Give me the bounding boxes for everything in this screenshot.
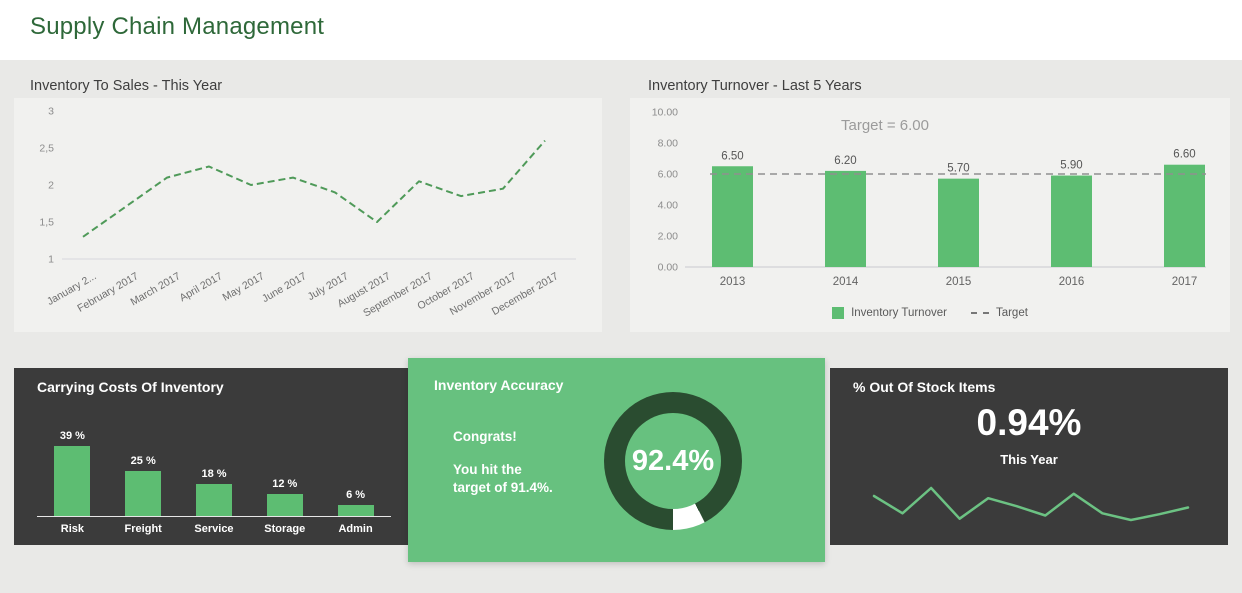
inventory-turnover-card: 10.00 8.00 6.00 4.00 2.00 0.00 6.50 2013 6.20 201… [630, 98, 1230, 332]
cost-category-label: Storage [264, 523, 306, 535]
cost-bar-column: 25 % [108, 455, 179, 516]
carrying-costs-categories: Risk Freight Service Storage Admin [37, 523, 391, 538]
svg-text:0.00: 0.00 [658, 262, 679, 274]
page-title: Supply Chain Management [30, 13, 325, 40]
svg-text:5.90: 5.90 [1060, 160, 1082, 172]
out-of-stock-panel: % Out Of Stock Items 0.94% This Year [830, 368, 1228, 545]
svg-text:2016: 2016 [1059, 276, 1085, 288]
cost-bar-column: 12 % [249, 478, 320, 516]
svg-text:June 2017: June 2017 [260, 270, 309, 305]
svg-text:April 2017: April 2017 [178, 270, 225, 304]
svg-text:2017: 2017 [1172, 276, 1198, 288]
cost-bar-column: 39 % [37, 430, 108, 516]
svg-text:2014: 2014 [833, 276, 859, 288]
svg-text:5.70: 5.70 [947, 163, 969, 175]
inventory-to-sales-title: Inventory To Sales - This Year [30, 78, 223, 94]
cost-category-label: Risk [60, 523, 85, 535]
chart-legend: Inventory Turnover Target [630, 307, 1230, 319]
accuracy-gauge-hole [625, 413, 721, 509]
svg-text:6.20: 6.20 [834, 155, 856, 167]
bar-swatch-icon [832, 307, 845, 319]
legend-item-inventory-turnover: Inventory Turnover [832, 307, 947, 319]
accuracy-message-line2: target of 91.4%. [453, 480, 553, 495]
inventory-turnover-chart: 10.00 8.00 6.00 4.00 2.00 0.00 6.50 2013 6.20 201… [652, 107, 1206, 288]
dash-icon [970, 312, 989, 314]
app-header: Supply Chain Management [0, 0, 1242, 60]
accuracy-target-value: 91.4%. [510, 480, 553, 495]
out-of-stock-value: 0.94% [976, 402, 1082, 443]
inventory-accuracy-title: Inventory Accuracy [434, 377, 564, 393]
svg-text:3: 3 [48, 106, 54, 118]
cost-bar-column: 18 % [179, 468, 250, 516]
accuracy-message-line1: You hit the [453, 461, 522, 477]
svg-text:8.00: 8.00 [658, 138, 679, 150]
svg-text:1: 1 [48, 254, 54, 266]
out-of-stock-title: % Out Of Stock Items [853, 379, 996, 395]
svg-text:2: 2 [48, 180, 54, 192]
inventory-accuracy-panel: Inventory Accuracy Congrats! You hit the… [408, 358, 825, 562]
accuracy-gauge: 92.4% [604, 392, 742, 530]
cost-category-label: Admin [338, 523, 373, 535]
svg-text:2015: 2015 [946, 276, 972, 288]
out-of-stock-sparkline [872, 486, 1190, 522]
svg-text:6.60: 6.60 [1173, 149, 1195, 161]
cost-category-label: Service [194, 523, 234, 535]
carrying-costs-panel: Carrying Costs Of Inventory 39 % 25 % 18 %… [14, 368, 408, 545]
cost-bar-column: 6 % [320, 489, 391, 516]
inventory-to-sales-card: 3 2,5 2 1,5 1 January 2... February 2017 March … [14, 98, 602, 332]
svg-text:2.00: 2.00 [658, 231, 679, 243]
out-of-stock-subtitle: This Year [1000, 452, 1058, 467]
accuracy-congrats: Congrats! [453, 429, 517, 444]
svg-text:4.00: 4.00 [658, 200, 679, 212]
legend-item-target: Target [957, 307, 1028, 319]
accuracy-message: Congrats! You hit the target of 91.4%. [453, 428, 553, 498]
inventory-turnover-title: Inventory Turnover - Last 5 Years [648, 78, 862, 94]
accuracy-gauge-value: 92.4% [631, 444, 715, 477]
carrying-costs-chart: 39 % 25 % 18 % 12 % 6 % [37, 416, 391, 517]
svg-text:1,5: 1,5 [39, 217, 54, 229]
svg-text:6.50: 6.50 [721, 150, 743, 162]
carrying-costs-title: Carrying Costs Of Inventory [37, 379, 224, 395]
legend-label: Inventory Turnover [851, 307, 947, 319]
svg-text:2013: 2013 [720, 276, 746, 288]
cost-category-label: Freight [124, 523, 162, 535]
legend-label: Target [995, 307, 1028, 319]
svg-text:2,5: 2,5 [39, 143, 54, 155]
svg-text:May 2017: May 2017 [221, 270, 267, 304]
svg-text:6.00: 6.00 [658, 169, 679, 181]
svg-text:10.00: 10.00 [652, 107, 678, 119]
svg-text:Target = 6.00: Target = 6.00 [841, 117, 929, 134]
